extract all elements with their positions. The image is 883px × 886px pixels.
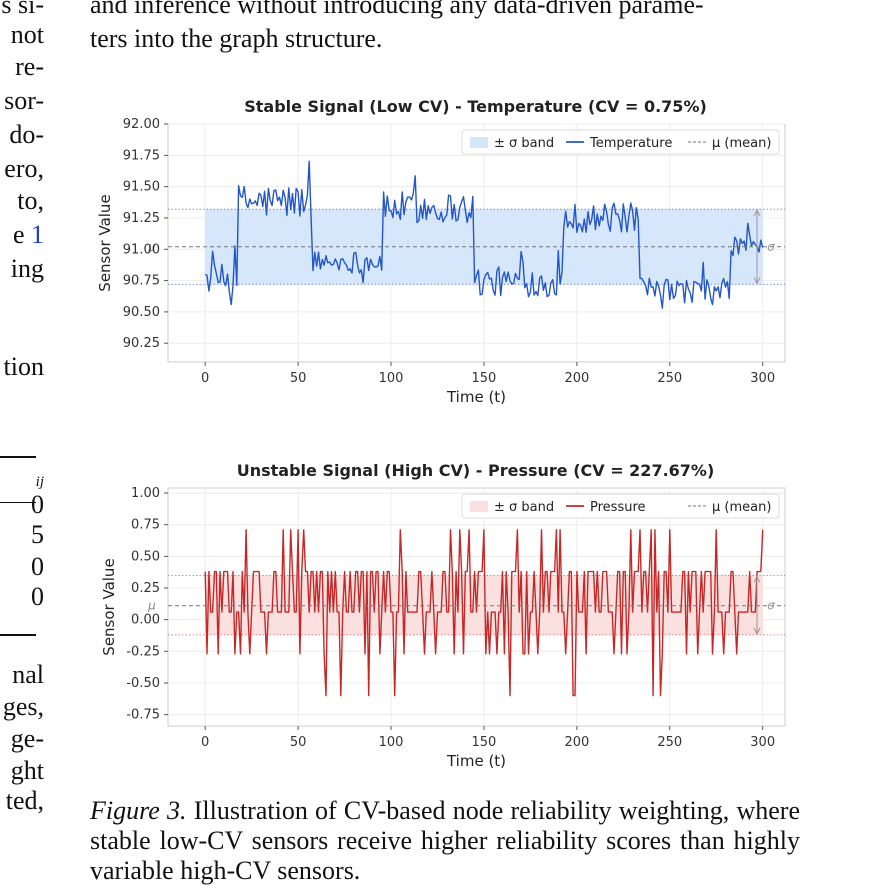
series-line-pressure — [204, 529, 764, 697]
left-column-line: tion — [3, 352, 44, 381]
left-column-line: ing — [10, 254, 44, 283]
x-tick-label: 300 — [750, 371, 775, 386]
y-tick-label: 90.50 — [123, 305, 160, 320]
mean-label: μ — [147, 240, 156, 254]
y-tick-label: 0.75 — [131, 518, 160, 533]
legend-mean-label: μ (mean) — [712, 136, 771, 151]
y-tick-label: 91.75 — [123, 148, 160, 163]
x-tick-label: 100 — [379, 735, 404, 750]
x-tick-label: 150 — [472, 371, 497, 386]
y-tick-label: 91.50 — [123, 180, 160, 195]
left-column-line: ges, — [2, 692, 44, 721]
chart-title: Unstable Signal (High CV) - Pressure (CV… — [237, 461, 715, 480]
stable-signal-chart: μ σ 90.25 90.50 90.75 91.00 91.25 91.50 91.75 92.… — [96, 97, 786, 406]
y-tick-label: -0.25 — [126, 644, 160, 659]
y-tick-label: 91.25 — [123, 211, 160, 226]
left-column-line: e 1 — [12, 220, 44, 249]
legend-band-label: ± σ band — [494, 136, 554, 151]
table-rule — [0, 502, 36, 503]
left-column-line: re- — [15, 52, 44, 81]
x-tick-label: 0 — [201, 735, 209, 750]
sigma-arrow-head-down — [753, 627, 761, 635]
legend-series-label: Temperature — [589, 136, 672, 151]
x-tick-label: 250 — [657, 371, 682, 386]
figure-caption: Figure 3. Illustration of CV-based node … — [90, 796, 800, 886]
left-column-line: sor- — [4, 86, 44, 115]
x-tick-label: 250 — [657, 735, 682, 750]
left-column-line: ght — [10, 756, 44, 785]
x-tick-label: 50 — [290, 735, 307, 750]
x-tick-label: 150 — [472, 735, 497, 750]
y-tick-label: -0.50 — [126, 676, 160, 691]
body-paragraph: and inference without introducing any da… — [90, 0, 800, 56]
x-axis-label: Time (t) — [446, 388, 506, 406]
y-tick-label: 0.00 — [131, 613, 160, 628]
x-tick-label: 200 — [564, 371, 589, 386]
sigma-band — [205, 575, 763, 635]
x-tick-label: 300 — [750, 735, 775, 750]
y-tick-label: 90.25 — [123, 336, 160, 351]
x-tick-label: 100 — [379, 371, 404, 386]
x-tick-label: 50 — [290, 371, 307, 386]
y-axis-label: Sensor Value — [100, 558, 118, 655]
y-axis-label: Sensor Value — [96, 194, 114, 291]
legend-box — [461, 493, 780, 519]
caption-label: Figure 3. — [90, 796, 187, 825]
series-line-temperature — [204, 160, 764, 309]
left-column-line: nal — [12, 660, 44, 689]
left-column-line: 0 — [31, 490, 44, 519]
table-rule — [0, 634, 36, 636]
unstable-signal-chart: μ σ -0.75 -0.50 -0.25 0.00 0.25 0.50 0.75 1.00 0 50… — [100, 461, 786, 770]
left-column-line: 0 — [31, 552, 44, 581]
sigma-arrow-head-up — [753, 575, 761, 583]
sigma-label: σ — [767, 599, 775, 613]
y-tick-label: 1.00 — [131, 486, 160, 501]
left-column-line: ge- — [10, 724, 44, 753]
sigma-arrow-head-up — [753, 209, 761, 217]
left-column-line: do- — [9, 120, 44, 149]
left-column-line: ij — [35, 474, 44, 490]
y-tick-label: 92.00 — [123, 117, 160, 132]
legend: ± σ band Temperature μ (mean) — [461, 129, 780, 155]
legend-band-swatch — [470, 501, 488, 512]
mean-label: μ — [147, 599, 156, 613]
left-column-line: to, — [17, 186, 44, 215]
left-column-line: s si- — [1, 0, 44, 19]
x-axis-label: Time (t) — [446, 752, 506, 770]
left-column-line: not — [10, 20, 44, 49]
x-tick-label: 0 — [201, 371, 209, 386]
y-tick-label: 0.25 — [131, 581, 160, 596]
sigma-label: σ — [767, 240, 775, 254]
caption-text: Illustration of CV-based node reliabilit… — [90, 796, 800, 885]
legend-band-swatch — [470, 137, 488, 148]
chart-title: Stable Signal (Low CV) - Temperature (CV… — [244, 97, 707, 116]
legend-band-label: ± σ band — [494, 500, 554, 515]
legend-box — [461, 129, 780, 155]
sigma-arrow-head-down — [753, 277, 761, 285]
legend-series-label: Pressure — [590, 500, 646, 515]
legend: ± σ band Pressure μ (mean) — [461, 493, 780, 519]
table-rule — [0, 456, 36, 458]
left-column-line: 0 — [31, 582, 44, 611]
paragraph-line: ters into the graph structure. — [90, 24, 383, 53]
left-column-line: 5 — [31, 520, 44, 549]
x-tick-label: 200 — [564, 735, 589, 750]
legend-mean-label: μ (mean) — [712, 500, 771, 515]
y-tick-label: 90.75 — [123, 274, 160, 289]
y-tick-label: 91.00 — [123, 242, 160, 257]
left-column-line: ted, — [5, 786, 44, 815]
y-tick-label: 0.50 — [131, 549, 160, 564]
paragraph-line: and inference without introducing any da… — [90, 0, 704, 19]
y-tick-label: -0.75 — [126, 708, 160, 723]
left-column-line: ero, — [4, 154, 44, 183]
